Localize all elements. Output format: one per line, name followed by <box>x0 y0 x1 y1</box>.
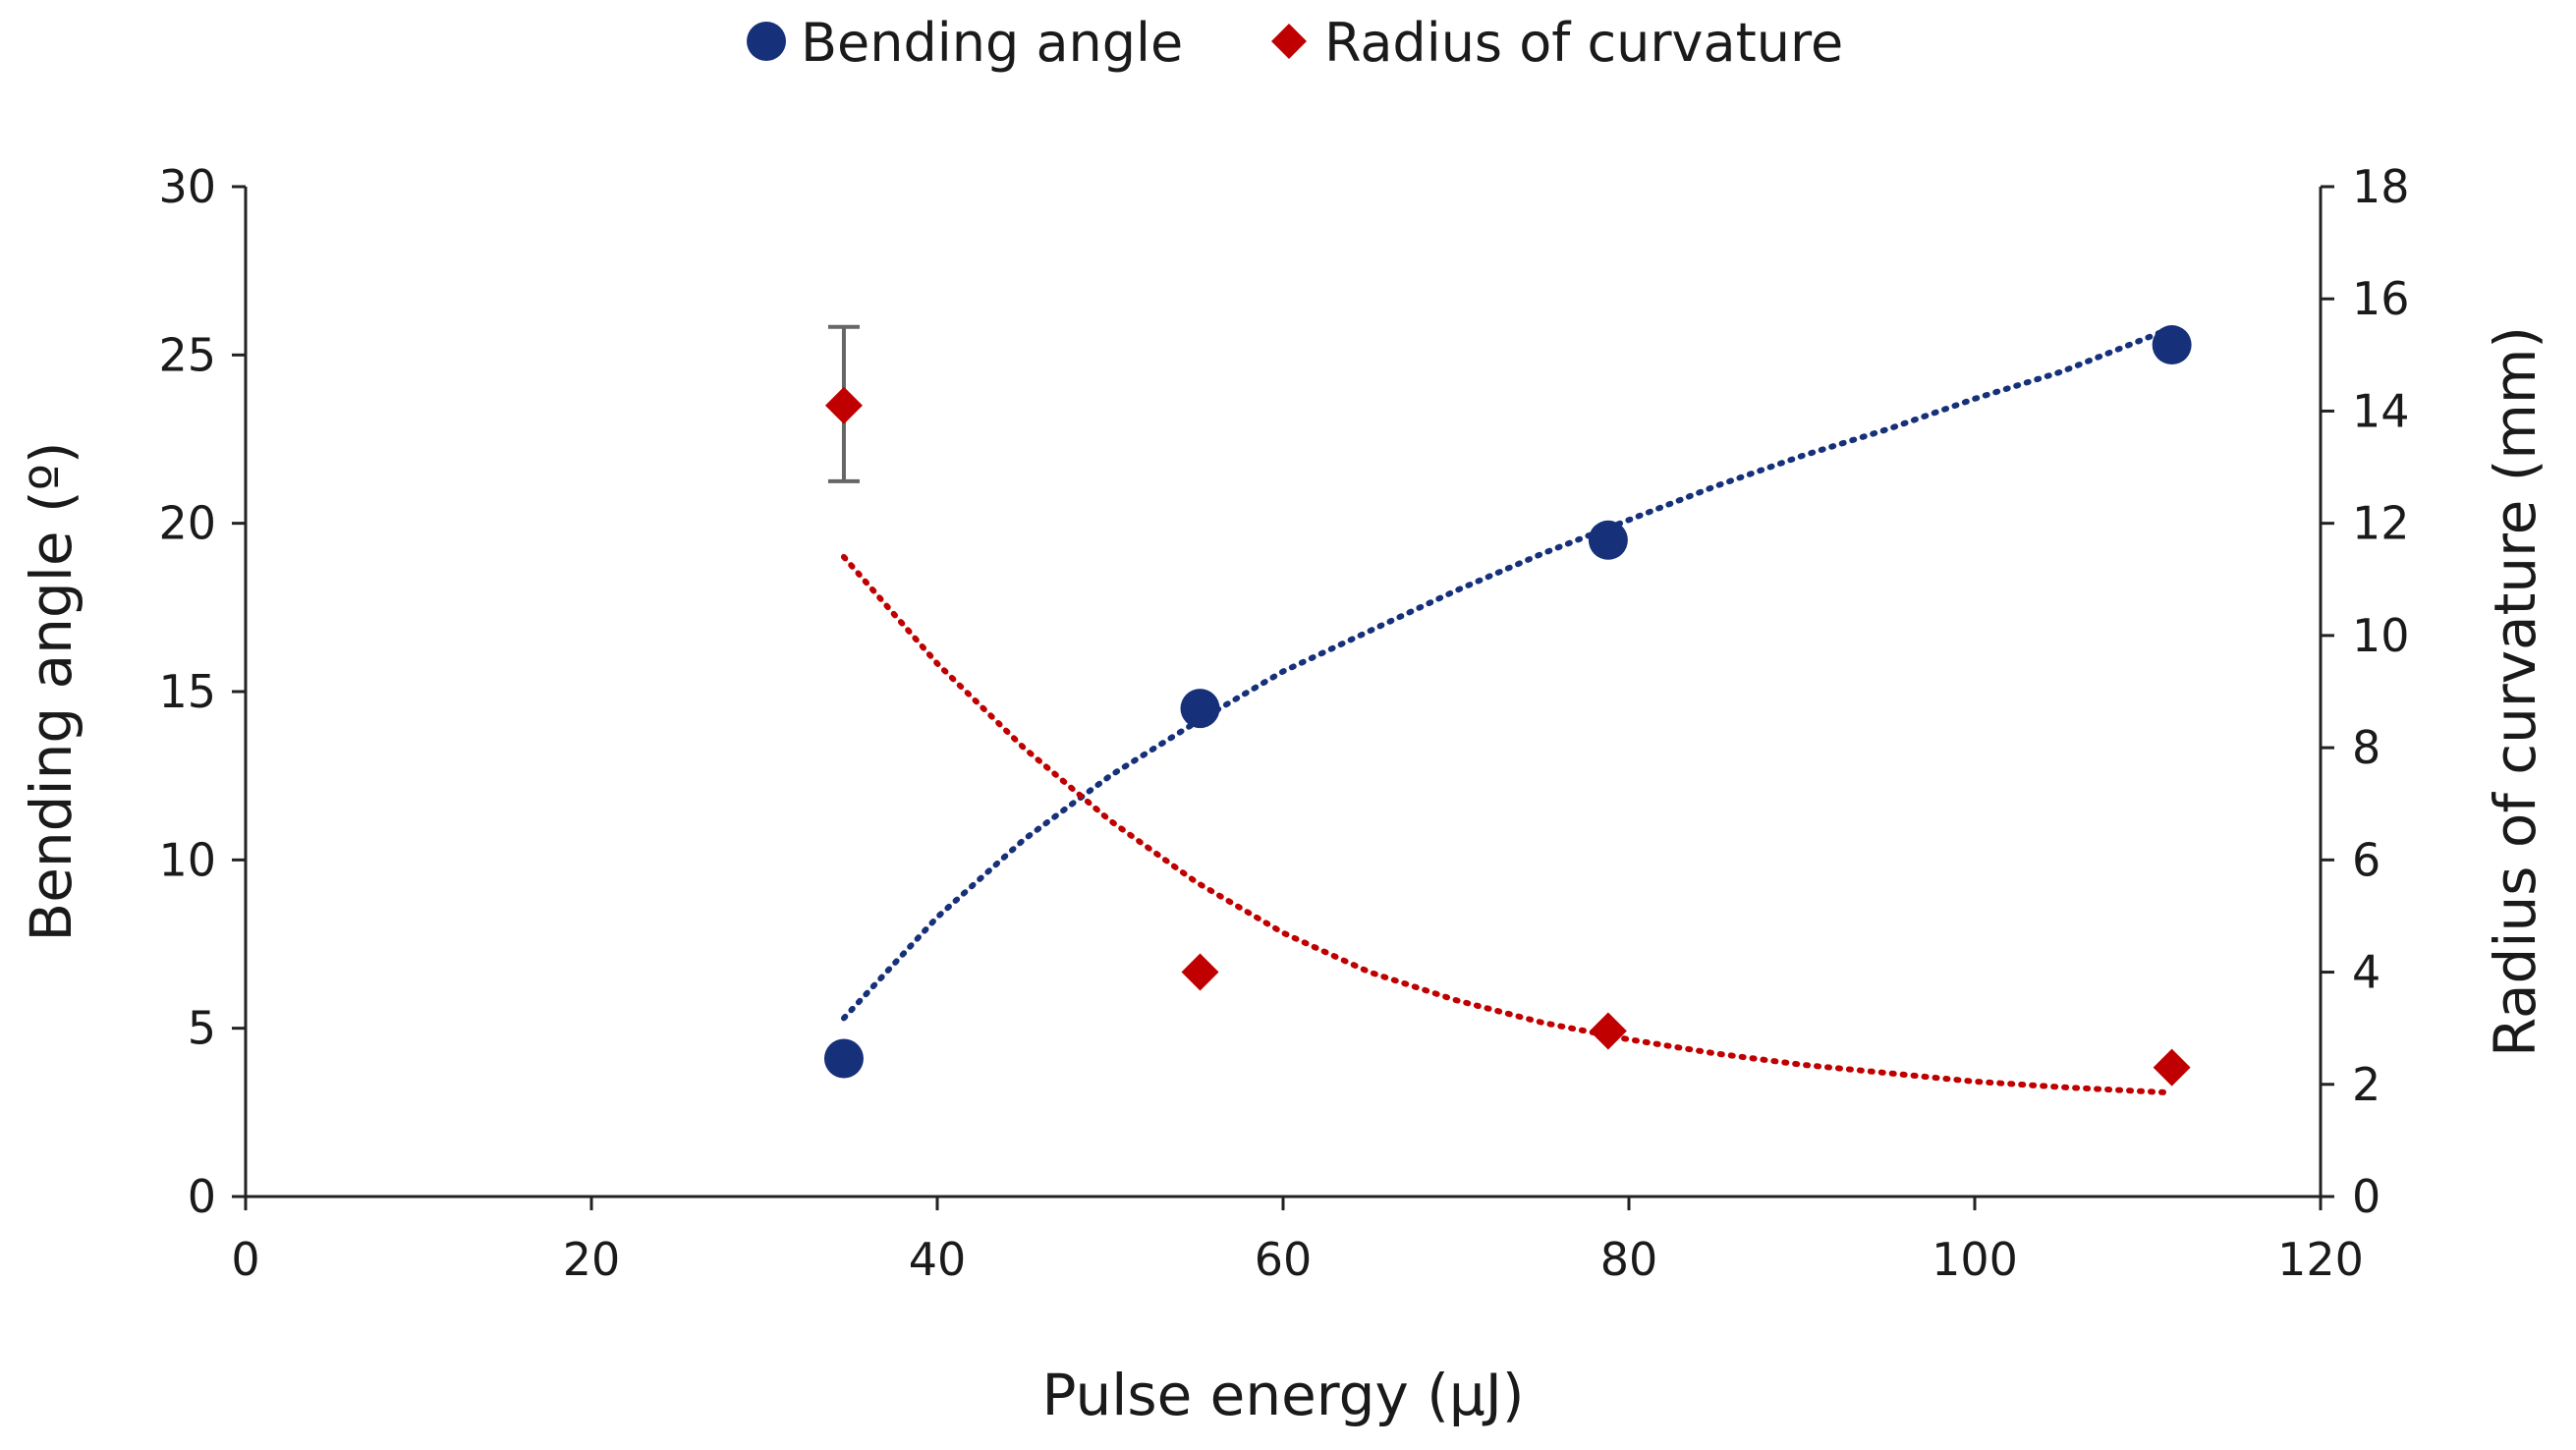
legend: Bending angle Radius of curvature <box>747 12 1843 74</box>
x-tick-label: 20 <box>563 1233 621 1286</box>
y-tick-label: 15 <box>158 665 216 718</box>
bending-angle-point <box>1588 520 1628 560</box>
radius-of-curvature-trendline <box>840 553 2175 1096</box>
y2-tick-label: 12 <box>2352 497 2410 550</box>
y2-tick-label: 6 <box>2352 833 2380 886</box>
y-tick-label: 20 <box>158 497 216 550</box>
x-tick-label: 40 <box>909 1233 967 1286</box>
y2-tick-label: 0 <box>2352 1170 2380 1223</box>
bending-angle-point <box>823 1038 864 1079</box>
bending-angle-point <box>1180 689 1220 729</box>
radius-of-curvature-point <box>1181 953 1219 991</box>
y-axis-title: Bending angle (º) <box>18 441 84 941</box>
y2-tick-label: 16 <box>2352 272 2410 325</box>
y2-tick-label: 8 <box>2352 721 2380 774</box>
y2-tick-label: 10 <box>2352 609 2410 662</box>
y-tick-label: 25 <box>158 328 216 381</box>
y-tick-label: 30 <box>158 160 216 213</box>
legend-label-radius-of-curvature: Radius of curvature <box>1324 12 1843 74</box>
axes-group: 0 20 40 60 80 100 120 0 5 10 15 20 25 30 0 2 4 6 8 10 12 14 16… <box>18 160 2548 1428</box>
legend-marker-bending-angle <box>747 22 786 61</box>
y2-tick-label: 4 <box>2352 946 2380 999</box>
radius-of-curvature-point <box>2153 1048 2191 1087</box>
x-tick-label: 80 <box>1600 1233 1658 1286</box>
y-tick-label: 0 <box>188 1170 216 1223</box>
radius-of-curvature-point <box>1589 1012 1627 1050</box>
radius-of-curvature-point <box>824 386 863 424</box>
y2-tick-label: 18 <box>2352 160 2410 213</box>
y-tick-label: 5 <box>188 1002 216 1055</box>
y2-axis-title: Radius of curvature (mm) <box>2482 326 2548 1057</box>
trendlines-group <box>840 324 2175 1096</box>
x-tick-label: 60 <box>1255 1233 1313 1286</box>
x-tick-label: 120 <box>2277 1233 2364 1286</box>
x-axis-title: Pulse energy (μJ) <box>1042 1362 1525 1428</box>
y2-tick-label: 2 <box>2352 1058 2380 1111</box>
bending-angle-trendline <box>840 324 2175 1022</box>
legend-label-bending-angle: Bending angle <box>801 12 1183 74</box>
legend-marker-radius-of-curvature <box>1271 24 1307 59</box>
bending-angle-point <box>2152 325 2192 365</box>
y-tick-label: 10 <box>158 833 216 886</box>
data-marks-group <box>823 325 2192 1087</box>
x-tick-label: 100 <box>1932 1233 2018 1286</box>
y2-tick-label: 14 <box>2352 384 2410 437</box>
x-tick-label: 0 <box>231 1233 259 1286</box>
